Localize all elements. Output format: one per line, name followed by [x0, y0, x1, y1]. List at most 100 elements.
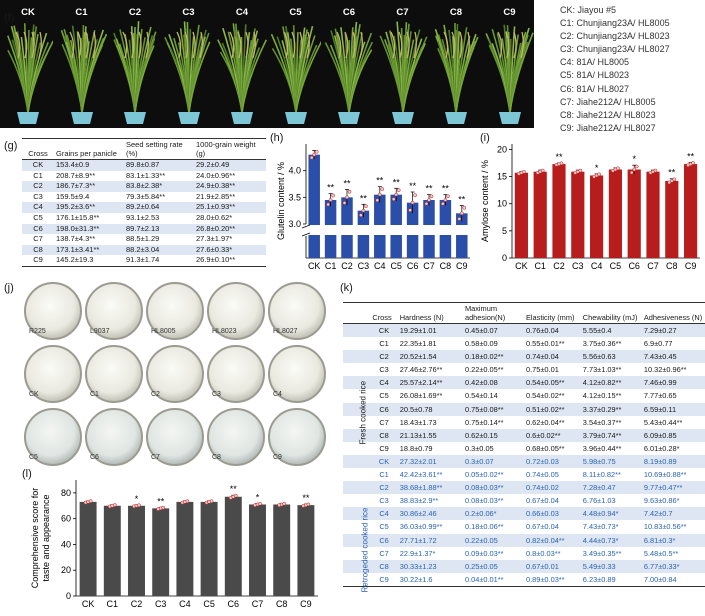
- column-header: Maximum adhesion(N): [462, 302, 524, 324]
- group-spacer-cell: [343, 454, 371, 469]
- table-row: C1 42.42±3.61** 0.05±0.02** 0.74±0.05 8.11±0…: [343, 468, 705, 481]
- table-cell: 195.2±3.6**: [54, 202, 124, 213]
- table-cell: 0.58±0.09: [464, 339, 498, 349]
- bar-lower: [308, 235, 320, 258]
- table-cell: 26.9±0.10**: [196, 255, 236, 265]
- data-point: [282, 501, 287, 506]
- table-cell: 4.12±0.15**: [582, 391, 622, 401]
- group-label-fresh: Fresh cooked rice: [358, 380, 368, 445]
- bar-lower: [406, 235, 419, 258]
- table-cell: 7.46±0.99: [641, 376, 705, 390]
- x-tick-label: C9: [685, 261, 697, 271]
- table-row: C6 20.5±0.78 0.75±0.08** 0.51±0.02** 3.37±0.…: [343, 402, 705, 416]
- data-point: [522, 169, 526, 174]
- y-axis-label: taste and appearance: [41, 494, 51, 581]
- bar: [79, 501, 97, 596]
- table-cell: 6.59±0.11: [641, 402, 705, 416]
- legend-entry: C5: 81A/ HL8023: [560, 70, 630, 81]
- table-row: CK 153.4±0.9 89.8±0.87 29.2±0.49: [22, 159, 266, 171]
- bar-lower: [456, 235, 468, 258]
- data-point: [462, 205, 467, 210]
- table-cell: C7: [379, 417, 389, 427]
- table-cell: 5.55±0.4: [580, 323, 642, 338]
- table-cell: 0.76±0.04: [523, 323, 581, 338]
- pot: [124, 112, 146, 124]
- rice-dish: R225: [24, 282, 82, 340]
- axis-break: [302, 226, 470, 234]
- table-cell: 38.68±1.88**: [397, 481, 463, 495]
- table-cell: C3: [379, 365, 389, 375]
- y-axis-label: Comprehensive score for: [30, 488, 40, 589]
- data-point: [209, 499, 214, 504]
- bar: [357, 210, 370, 225]
- table-cell: 83.1±1.33**: [126, 170, 166, 180]
- table-cell: 4.48±0.94*: [580, 507, 642, 521]
- table-cell: 7.43±0.45: [641, 350, 705, 364]
- table-cell: 22.35±1.81: [399, 339, 437, 349]
- table-row: C6 198.0±31.3** 89.7±2.13 26.8±0.20**: [22, 223, 266, 235]
- bar: [627, 169, 641, 258]
- table-row: C9 145.2±19.3 91.3±1.74 26.9±0.10**: [22, 255, 266, 266]
- y-tick-label: 0: [66, 591, 71, 601]
- table-cell: 93.1±2.53: [126, 212, 160, 222]
- significance-mark: **: [458, 194, 466, 204]
- table-cell: 89.7±2.13: [124, 223, 194, 235]
- table-cell: 3.75±0.36**: [582, 339, 622, 349]
- table-cell: 198.0±31.3**: [54, 223, 124, 235]
- data-point: [443, 198, 448, 202]
- table-row: C8 173.1±3.41** 88.2±3.04 27.6±0.33*: [22, 244, 266, 256]
- table-row: C4 30.86±2.46 0.2±0.06* 0.66±0.03 4.48±0.94*…: [343, 507, 705, 521]
- pot: [70, 112, 93, 124]
- x-tick-label: C3: [572, 261, 584, 271]
- data-point: [559, 161, 564, 166]
- y-tick-label: 20: [61, 565, 71, 575]
- table-row: C4 195.2±3.6** 89.2±0.64 25.1±0.93**: [22, 202, 266, 213]
- x-tick-label: CK: [515, 261, 528, 271]
- x-tick-label: C2: [131, 599, 143, 609]
- table-cell: C8: [370, 559, 398, 573]
- table-cell: 0.74±0.05: [525, 470, 559, 480]
- group-spacer-cell: [343, 507, 371, 521]
- table-row: C6 27.71±1.72 0.22±0.05 0.82±0.04** 4.44±0.7…: [343, 533, 705, 547]
- table-cell: 5.98±0.75: [580, 454, 642, 469]
- table-cell: 0.67±0.04: [525, 522, 559, 532]
- rice-plant: [270, 25, 321, 124]
- x-tick-label: C7: [647, 261, 659, 271]
- bar: [684, 164, 698, 258]
- table-row: C8 21.13±1.55 0.62±0.15 0.6±0.02** 3.79±0.74…: [343, 428, 705, 442]
- table-cell: 24.9±0.38**: [194, 181, 266, 192]
- significance-mark: **: [668, 168, 676, 178]
- table-cell: 3.49±0.35**: [582, 548, 622, 558]
- legend-entry: C3: Chunjiang23A/ HL8027: [560, 44, 670, 55]
- x-tick-label: C8: [440, 261, 452, 271]
- table-cell: 83.8±2.38*: [124, 181, 194, 192]
- table-cell: 0.62±0.04**: [525, 417, 565, 427]
- rice-dish-label: L9037: [90, 328, 110, 335]
- table-cell: 19.29±1.01: [397, 323, 463, 338]
- data-point: [540, 168, 545, 173]
- bar: [273, 504, 291, 596]
- bar: [665, 180, 679, 258]
- plant-label-c8: C8: [449, 7, 463, 18]
- table-cell: C8: [370, 428, 398, 442]
- rice-dish: C5: [24, 408, 82, 466]
- table-cell: 138.7±4.3**: [56, 234, 96, 244]
- table-cell: 0.09±0.03**: [464, 548, 504, 558]
- table-cell: 6.09±0.85: [641, 428, 705, 442]
- rice-dish: C3: [207, 345, 265, 403]
- bar: [200, 501, 218, 596]
- rice-plant: [217, 23, 267, 124]
- table-cell: CK: [22, 159, 54, 171]
- table-cell: 26.8±0.20**: [194, 223, 266, 235]
- bar-lower: [390, 235, 402, 258]
- x-tick-label: C8: [276, 599, 288, 609]
- bar: [374, 194, 386, 225]
- data-point: [306, 502, 311, 507]
- pot: [177, 112, 200, 124]
- table-cell: 5.48±0.5**: [643, 548, 679, 558]
- table-cell: 6.23±0.89: [582, 574, 616, 584]
- table-cell: 20.5±0.78: [397, 402, 463, 416]
- table-cell: C2: [370, 350, 398, 364]
- significance-mark: *: [135, 494, 139, 504]
- y-tick-label: 5: [502, 226, 507, 236]
